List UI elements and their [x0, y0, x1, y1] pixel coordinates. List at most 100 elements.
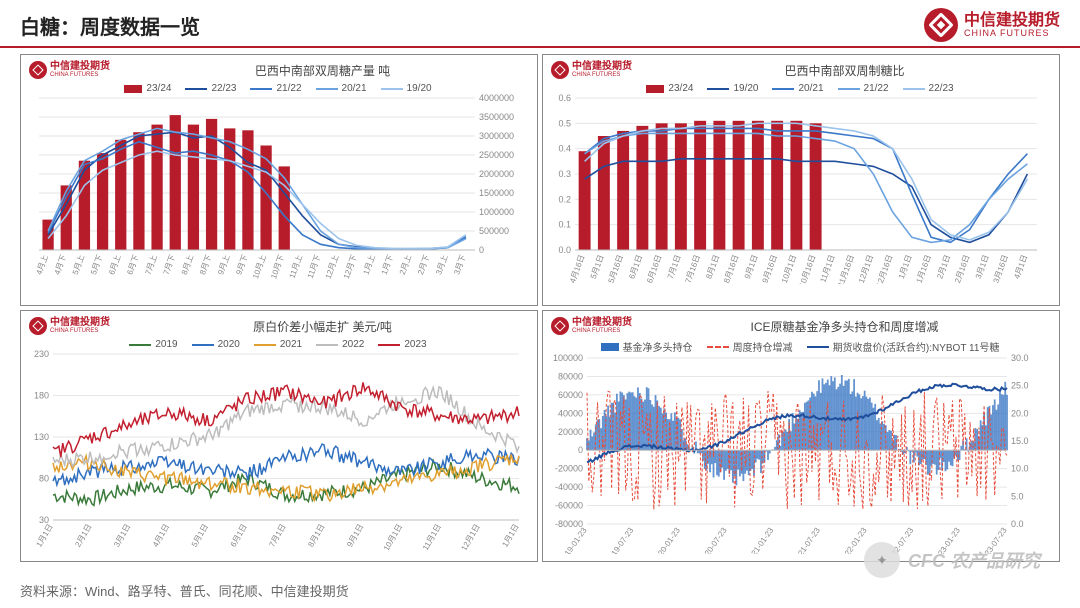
svg-text:1月1日: 1月1日: [897, 254, 914, 280]
legend-item: 2020: [192, 339, 240, 350]
svg-text:11月16日: 11月16日: [836, 254, 856, 284]
legend-item: 19/20: [381, 83, 432, 94]
svg-text:500000: 500000: [479, 226, 509, 236]
svg-text:0.5: 0.5: [558, 118, 571, 128]
legend: 20192020202120222023: [25, 337, 531, 350]
svg-text:4月1日: 4月1日: [151, 523, 171, 549]
svg-text:11月下: 11月下: [306, 254, 323, 280]
svg-text:12月下: 12月下: [342, 254, 359, 280]
svg-text:230: 230: [34, 350, 49, 359]
svg-text:5月下: 5月下: [89, 254, 104, 276]
svg-text:10月16日: 10月16日: [797, 254, 817, 284]
svg-text:2月下: 2月下: [416, 254, 431, 276]
legend-item: 23/24: [124, 83, 171, 94]
svg-text:9月1日: 9月1日: [345, 523, 365, 549]
plot-svg: 0.00.10.20.30.40.50.64月16日5月1日5月16日6月1日6…: [547, 94, 1047, 284]
wechat-icon: ✦: [864, 542, 900, 578]
mini-logo: 中信建投期货CHINA FUTURES: [29, 61, 110, 79]
svg-text:15.0: 15.0: [1011, 436, 1029, 446]
legend: 23/24 22/23 21/22 20/21 19/20: [25, 81, 531, 94]
svg-text:11月1日: 11月1日: [818, 254, 836, 284]
svg-text:3月1日: 3月1日: [974, 254, 991, 280]
svg-text:2019-07-23: 2019-07-23: [604, 526, 635, 554]
data-source: 资料来源：Wind、路孚特、普氏、同花顺、中信建投期货: [20, 581, 349, 600]
svg-text:3月上: 3月上: [434, 254, 449, 276]
svg-text:5月上: 5月上: [71, 254, 86, 276]
mini-logo: 中信建投期货CHINA FUTURES: [551, 61, 632, 79]
svg-text:40000: 40000: [558, 408, 583, 418]
svg-text:9月16日: 9月16日: [761, 254, 779, 284]
svg-text:6月16日: 6月16日: [645, 254, 663, 284]
svg-text:11月1日: 11月1日: [421, 523, 443, 551]
legend-item: 2019: [129, 339, 177, 350]
legend-item: 22/23: [903, 83, 954, 94]
svg-text:130: 130: [34, 432, 49, 442]
svg-text:6月1日: 6月1日: [229, 523, 249, 549]
legend-item: 期货收盘价(活跃合约):NYBOT 11号糖: [807, 339, 1000, 354]
svg-text:6月1日: 6月1日: [627, 254, 644, 280]
svg-text:3月1日: 3月1日: [112, 523, 132, 549]
svg-text:25.0: 25.0: [1011, 381, 1029, 391]
svg-text:20.0: 20.0: [1011, 408, 1029, 418]
svg-text:1月下: 1月下: [380, 254, 395, 276]
svg-text:7月上: 7月上: [144, 254, 159, 276]
svg-text:2020-01-23: 2020-01-23: [651, 526, 682, 554]
svg-text:10月1日: 10月1日: [382, 523, 404, 551]
legend-item: 20/21: [316, 83, 367, 94]
svg-text:5月1日: 5月1日: [190, 523, 210, 549]
svg-text:2月16日: 2月16日: [953, 254, 971, 284]
svg-text:5.0: 5.0: [1011, 491, 1024, 501]
mini-logo: 中信建投期货CHINA FUTURES: [29, 317, 110, 335]
svg-text:3月下: 3月下: [452, 254, 467, 276]
watermark: ✦ CFC 农产品研究: [864, 542, 1040, 578]
brand-icon: [924, 8, 958, 42]
chart3-panel: 中信建投期货CHINA FUTURES原白价差小幅走扩 美元/吨20192020…: [20, 310, 538, 562]
legend-item: 21/22: [250, 83, 301, 94]
svg-text:-80000: -80000: [555, 519, 583, 529]
svg-text:12月上: 12月上: [324, 254, 341, 280]
legend-item: 22/23: [185, 83, 236, 94]
svg-text:0.0: 0.0: [1011, 519, 1024, 529]
legend-item: 23/24: [646, 83, 693, 94]
svg-text:0.1: 0.1: [558, 220, 571, 230]
svg-text:1500000: 1500000: [479, 188, 514, 198]
svg-text:4000000: 4000000: [479, 94, 514, 103]
chart-title: ICE原糖基金净多头持仓和周度增减: [640, 318, 1049, 335]
charts-grid: 中信建投期货CHINA FUTURES巴西中南部双周糖产量 吨23/2422/2…: [0, 48, 1080, 564]
brand-logo: 中信建投期货 CHINA FUTURES: [924, 8, 1060, 42]
svg-text:8月下: 8月下: [198, 254, 213, 276]
svg-text:-40000: -40000: [555, 482, 583, 492]
svg-text:12月16日: 12月16日: [874, 254, 894, 284]
svg-text:3月16日: 3月16日: [992, 254, 1010, 284]
svg-text:2500000: 2500000: [479, 150, 514, 160]
mini-logo: 中信建投期货CHINA FUTURES: [551, 317, 632, 335]
brand-text: 中信建投期货 CHINA FUTURES: [964, 13, 1060, 38]
legend-item: 周度持仓增减: [707, 339, 793, 354]
svg-text:5月1日: 5月1日: [589, 254, 606, 280]
svg-text:1月上: 1月上: [362, 254, 377, 276]
svg-text:2019-01-23: 2019-01-23: [558, 526, 589, 554]
svg-text:2021-01-23: 2021-01-23: [744, 526, 775, 554]
svg-text:9月1日: 9月1日: [743, 254, 760, 280]
legend-item: 2021: [254, 339, 302, 350]
svg-text:2月1日: 2月1日: [935, 254, 952, 280]
svg-text:10月下: 10月下: [269, 254, 286, 280]
legend: 23/2419/2020/2121/2222/23: [547, 81, 1053, 94]
legend-item: 基金净多头持仓: [601, 339, 693, 354]
svg-text:7月下: 7月下: [162, 254, 177, 276]
svg-text:7月1日: 7月1日: [666, 254, 683, 280]
svg-text:0.6: 0.6: [558, 94, 571, 103]
svg-text:180: 180: [34, 391, 49, 401]
svg-text:2月上: 2月上: [398, 254, 413, 276]
legend-item: 20/21: [772, 83, 823, 94]
svg-text:4月下: 4月下: [53, 254, 68, 276]
svg-text:-20000: -20000: [555, 464, 583, 474]
chart1-panel: 中信建投期货CHINA FUTURES巴西中南部双周糖产量 吨23/2422/2…: [20, 54, 538, 306]
svg-text:0: 0: [479, 245, 484, 255]
svg-text:4月16日: 4月16日: [568, 254, 586, 284]
page-header: 白糖：周度数据一览 中信建投期货 CHINA FUTURES: [0, 0, 1080, 48]
svg-text:0.3: 0.3: [558, 169, 571, 179]
legend-item: 2023: [378, 339, 426, 350]
svg-text:2月1日: 2月1日: [73, 523, 93, 549]
svg-text:2020-07-23: 2020-07-23: [698, 526, 729, 554]
